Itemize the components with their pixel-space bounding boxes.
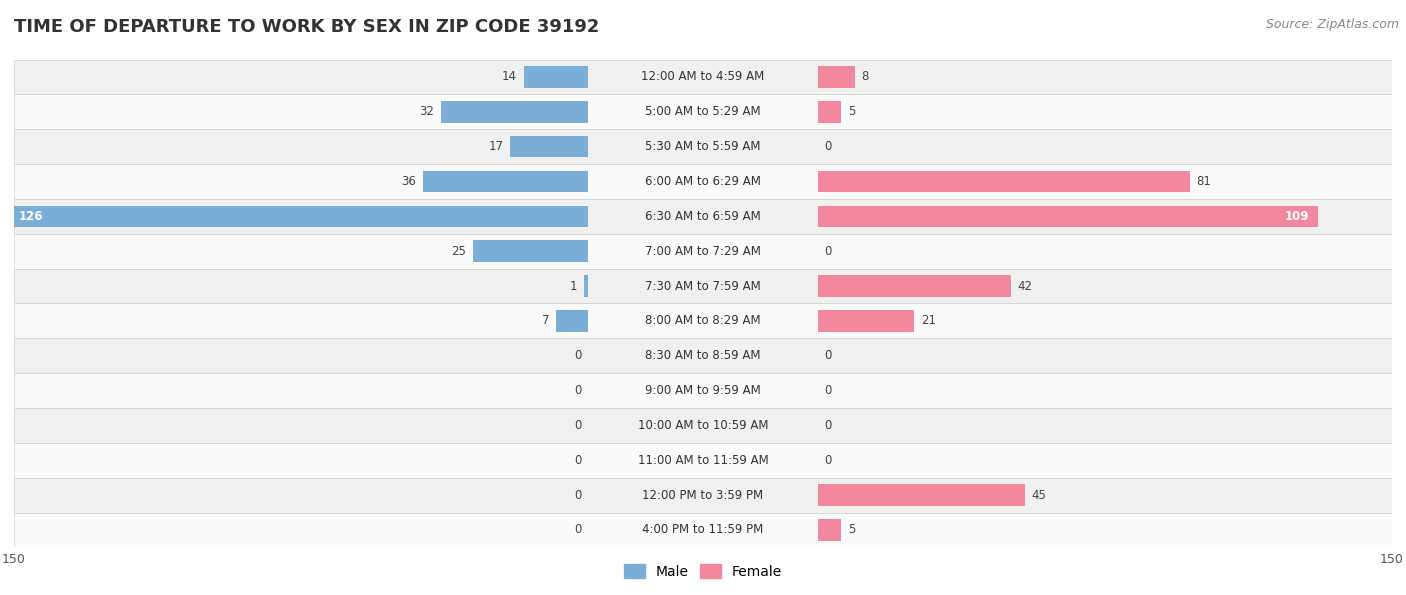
Bar <box>818 310 914 331</box>
Bar <box>14 478 1392 512</box>
Bar <box>14 164 1392 199</box>
Text: 45: 45 <box>1032 488 1046 502</box>
Text: 8: 8 <box>862 70 869 83</box>
Text: 1: 1 <box>569 280 576 293</box>
Bar <box>818 519 841 541</box>
Text: 0: 0 <box>825 349 832 362</box>
Text: 6:30 AM to 6:59 AM: 6:30 AM to 6:59 AM <box>645 210 761 223</box>
Text: 8:30 AM to 8:59 AM: 8:30 AM to 8:59 AM <box>645 349 761 362</box>
Text: 0: 0 <box>574 524 581 537</box>
Text: 109: 109 <box>1285 210 1309 223</box>
Text: 9:00 AM to 9:59 AM: 9:00 AM to 9:59 AM <box>645 384 761 397</box>
Text: 0: 0 <box>574 454 581 466</box>
Text: 32: 32 <box>419 105 434 118</box>
Text: 7: 7 <box>541 314 550 327</box>
Bar <box>14 443 1392 478</box>
Text: 0: 0 <box>574 349 581 362</box>
Text: 14: 14 <box>502 70 517 83</box>
Bar <box>818 275 1011 297</box>
Bar <box>14 512 1392 547</box>
Text: 4:00 PM to 11:59 PM: 4:00 PM to 11:59 PM <box>643 524 763 537</box>
Text: 12:00 PM to 3:59 PM: 12:00 PM to 3:59 PM <box>643 488 763 502</box>
Bar <box>474 240 588 262</box>
Text: 5:30 AM to 5:59 AM: 5:30 AM to 5:59 AM <box>645 140 761 153</box>
Bar <box>818 171 1189 192</box>
Text: 6:00 AM to 6:29 AM: 6:00 AM to 6:29 AM <box>645 175 761 188</box>
Bar <box>583 275 588 297</box>
Text: 0: 0 <box>825 454 832 466</box>
Text: 5:00 AM to 5:29 AM: 5:00 AM to 5:29 AM <box>645 105 761 118</box>
Text: 0: 0 <box>574 488 581 502</box>
Text: 17: 17 <box>488 140 503 153</box>
Bar <box>510 136 588 158</box>
Text: TIME OF DEPARTURE TO WORK BY SEX IN ZIP CODE 39192: TIME OF DEPARTURE TO WORK BY SEX IN ZIP … <box>14 18 599 36</box>
Text: 7:30 AM to 7:59 AM: 7:30 AM to 7:59 AM <box>645 280 761 293</box>
Text: 12:00 AM to 4:59 AM: 12:00 AM to 4:59 AM <box>641 70 765 83</box>
Bar <box>14 408 1392 443</box>
Text: 21: 21 <box>921 314 936 327</box>
Bar <box>14 373 1392 408</box>
Bar <box>555 310 588 331</box>
Text: 36: 36 <box>401 175 416 188</box>
Text: 0: 0 <box>574 384 581 397</box>
Bar <box>14 303 1392 339</box>
Text: 7:00 AM to 7:29 AM: 7:00 AM to 7:29 AM <box>645 245 761 258</box>
Bar <box>423 171 588 192</box>
Bar <box>14 234 1392 268</box>
Text: Source: ZipAtlas.com: Source: ZipAtlas.com <box>1265 18 1399 31</box>
Bar <box>14 60 1392 95</box>
Text: 5: 5 <box>848 105 855 118</box>
Text: 81: 81 <box>1197 175 1212 188</box>
Bar <box>14 199 1392 234</box>
Text: 0: 0 <box>825 419 832 432</box>
Text: 10:00 AM to 10:59 AM: 10:00 AM to 10:59 AM <box>638 419 768 432</box>
Text: 0: 0 <box>574 419 581 432</box>
Text: 0: 0 <box>825 140 832 153</box>
Bar <box>10 205 588 227</box>
Bar <box>818 66 855 87</box>
Text: 5: 5 <box>848 524 855 537</box>
Bar <box>14 339 1392 373</box>
Bar <box>14 129 1392 164</box>
Bar <box>818 484 1025 506</box>
Text: 8:00 AM to 8:29 AM: 8:00 AM to 8:29 AM <box>645 314 761 327</box>
Text: 126: 126 <box>18 210 44 223</box>
Text: 11:00 AM to 11:59 AM: 11:00 AM to 11:59 AM <box>638 454 768 466</box>
Bar <box>14 268 1392 303</box>
Bar <box>818 101 841 123</box>
Text: 0: 0 <box>825 384 832 397</box>
Text: 25: 25 <box>451 245 467 258</box>
Text: 42: 42 <box>1018 280 1032 293</box>
Bar <box>818 205 1319 227</box>
Bar <box>524 66 588 87</box>
Legend: Male, Female: Male, Female <box>619 559 787 584</box>
Text: 0: 0 <box>825 245 832 258</box>
Bar <box>14 95 1392 129</box>
Bar <box>441 101 588 123</box>
